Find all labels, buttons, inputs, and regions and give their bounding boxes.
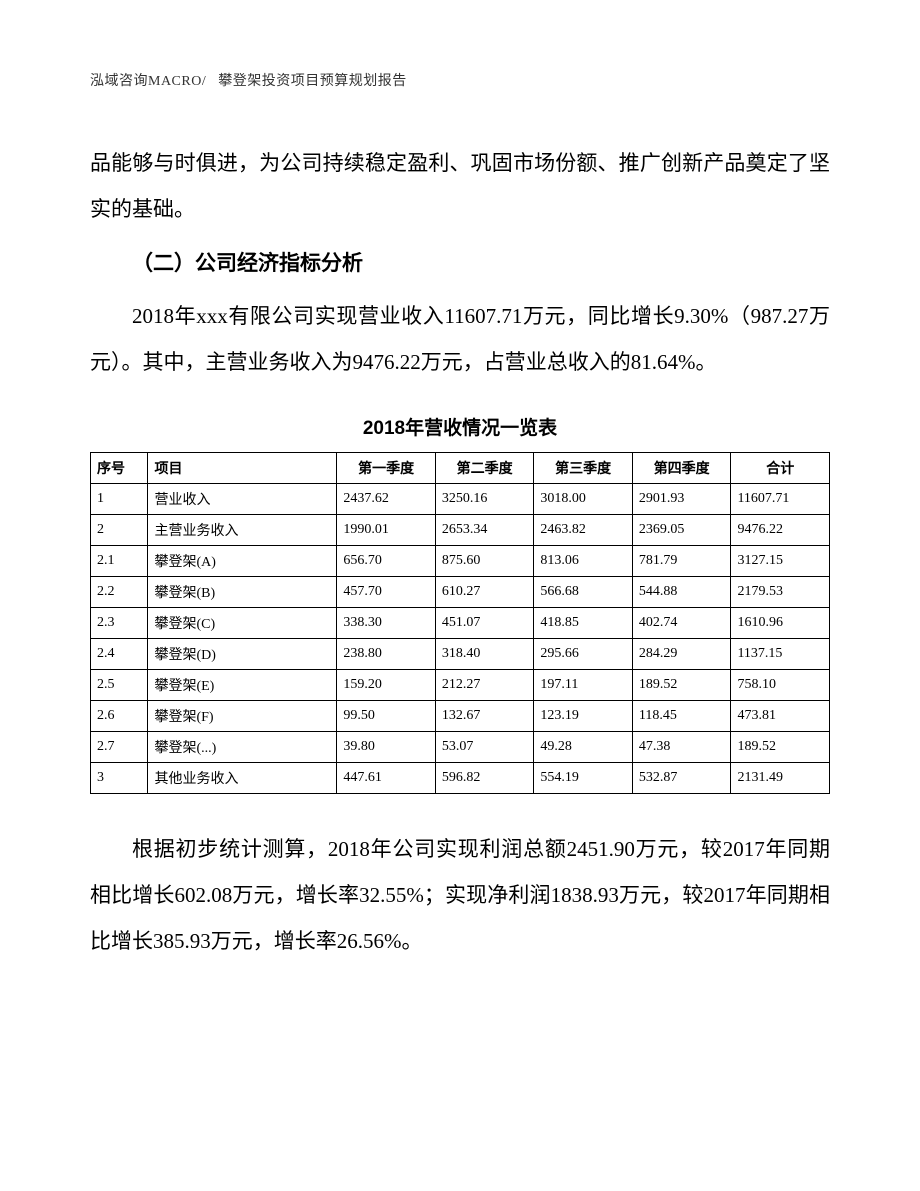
cell-q3: 554.19: [534, 762, 633, 793]
cell-q3: 295.66: [534, 638, 633, 669]
cell-q1: 457.70: [337, 576, 436, 607]
cell-item: 攀登架(F): [148, 700, 337, 731]
table-row: 2.7 攀登架(...) 39.80 53.07 49.28 47.38 189…: [91, 731, 830, 762]
cell-q4: 781.79: [632, 545, 731, 576]
table-title: 2018年营收情况一览表: [90, 413, 830, 440]
cell-q2: 132.67: [435, 700, 534, 731]
table-body: 1 营业收入 2437.62 3250.16 3018.00 2901.93 1…: [91, 483, 830, 793]
cell-item: 攀登架(C): [148, 607, 337, 638]
paragraph-1: 品能够与时俱进，为公司持续稳定盈利、巩固市场份额、推广创新产品奠定了坚实的基础。: [90, 140, 830, 232]
cell-q3: 2463.82: [534, 514, 633, 545]
cell-seq: 2.7: [91, 731, 148, 762]
col-header-q4: 第四季度: [632, 452, 731, 483]
cell-total: 1137.15: [731, 638, 830, 669]
table-row: 3 其他业务收入 447.61 596.82 554.19 532.87 213…: [91, 762, 830, 793]
cell-q2: 2653.34: [435, 514, 534, 545]
cell-seq: 3: [91, 762, 148, 793]
cell-q3: 197.11: [534, 669, 633, 700]
cell-seq: 2.6: [91, 700, 148, 731]
table-row: 2.3 攀登架(C) 338.30 451.07 418.85 402.74 1…: [91, 607, 830, 638]
cell-total: 2131.49: [731, 762, 830, 793]
cell-q3: 3018.00: [534, 483, 633, 514]
col-header-seq: 序号: [91, 452, 148, 483]
cell-q3: 813.06: [534, 545, 633, 576]
cell-item: 其他业务收入: [148, 762, 337, 793]
table-row: 2.4 攀登架(D) 238.80 318.40 295.66 284.29 1…: [91, 638, 830, 669]
revenue-table: 序号 项目 第一季度 第二季度 第三季度 第四季度 合计 1 营业收入 2437…: [90, 452, 830, 794]
cell-q1: 238.80: [337, 638, 436, 669]
table-row: 2.5 攀登架(E) 159.20 212.27 197.11 189.52 7…: [91, 669, 830, 700]
cell-q1: 447.61: [337, 762, 436, 793]
header-left: 泓域咨询MACRO/: [90, 74, 206, 89]
cell-q4: 47.38: [632, 731, 731, 762]
cell-total: 2179.53: [731, 576, 830, 607]
page-header: 泓域咨询MACRO/ 攀登架投资项目预算规划报告: [90, 70, 830, 90]
col-header-q2: 第二季度: [435, 452, 534, 483]
cell-q4: 532.87: [632, 762, 731, 793]
paragraph-3: 根据初步统计测算，2018年公司实现利润总额2451.90万元，较2017年同期…: [90, 826, 830, 965]
cell-q4: 118.45: [632, 700, 731, 731]
cell-q2: 212.27: [435, 669, 534, 700]
table-row: 2.2 攀登架(B) 457.70 610.27 566.68 544.88 2…: [91, 576, 830, 607]
cell-total: 3127.15: [731, 545, 830, 576]
cell-total: 11607.71: [731, 483, 830, 514]
cell-item: 攀登架(E): [148, 669, 337, 700]
cell-seq: 2.2: [91, 576, 148, 607]
cell-item: 攀登架(A): [148, 545, 337, 576]
cell-q1: 99.50: [337, 700, 436, 731]
cell-total: 758.10: [731, 669, 830, 700]
table-row: 2 主营业务收入 1990.01 2653.34 2463.82 2369.05…: [91, 514, 830, 545]
table-row: 2.1 攀登架(A) 656.70 875.60 813.06 781.79 3…: [91, 545, 830, 576]
cell-q1: 338.30: [337, 607, 436, 638]
cell-q4: 544.88: [632, 576, 731, 607]
cell-q2: 3250.16: [435, 483, 534, 514]
cell-q4: 402.74: [632, 607, 731, 638]
cell-q2: 318.40: [435, 638, 534, 669]
cell-seq: 2.5: [91, 669, 148, 700]
cell-q3: 123.19: [534, 700, 633, 731]
section-heading: （二）公司经济指标分析: [90, 240, 830, 286]
cell-seq: 2.3: [91, 607, 148, 638]
paragraph-2: 2018年xxx有限公司实现营业收入11607.71万元，同比增长9.30%（9…: [90, 293, 830, 385]
cell-q4: 189.52: [632, 669, 731, 700]
table-header-row: 序号 项目 第一季度 第二季度 第三季度 第四季度 合计: [91, 452, 830, 483]
table-row: 1 营业收入 2437.62 3250.16 3018.00 2901.93 1…: [91, 483, 830, 514]
cell-q4: 2369.05: [632, 514, 731, 545]
cell-seq: 1: [91, 483, 148, 514]
cell-q2: 596.82: [435, 762, 534, 793]
cell-seq: 2: [91, 514, 148, 545]
cell-q2: 53.07: [435, 731, 534, 762]
col-header-q3: 第三季度: [534, 452, 633, 483]
header-right: 攀登架投资项目预算规划报告: [218, 74, 407, 89]
cell-item: 营业收入: [148, 483, 337, 514]
col-header-total: 合计: [731, 452, 830, 483]
cell-q2: 610.27: [435, 576, 534, 607]
cell-total: 9476.22: [731, 514, 830, 545]
col-header-item: 项目: [148, 452, 337, 483]
cell-seq: 2.4: [91, 638, 148, 669]
cell-seq: 2.1: [91, 545, 148, 576]
cell-q1: 39.80: [337, 731, 436, 762]
page-container: 泓域咨询MACRO/ 攀登架投资项目预算规划报告 品能够与时俱进，为公司持续稳定…: [0, 0, 920, 1033]
cell-total: 1610.96: [731, 607, 830, 638]
cell-item: 主营业务收入: [148, 514, 337, 545]
cell-q2: 451.07: [435, 607, 534, 638]
col-header-q1: 第一季度: [337, 452, 436, 483]
cell-q1: 159.20: [337, 669, 436, 700]
cell-q4: 2901.93: [632, 483, 731, 514]
table-row: 2.6 攀登架(F) 99.50 132.67 123.19 118.45 47…: [91, 700, 830, 731]
cell-q1: 656.70: [337, 545, 436, 576]
cell-item: 攀登架(B): [148, 576, 337, 607]
cell-q1: 1990.01: [337, 514, 436, 545]
cell-q3: 566.68: [534, 576, 633, 607]
cell-total: 473.81: [731, 700, 830, 731]
cell-q3: 49.28: [534, 731, 633, 762]
cell-total: 189.52: [731, 731, 830, 762]
cell-q1: 2437.62: [337, 483, 436, 514]
cell-item: 攀登架(...): [148, 731, 337, 762]
cell-q3: 418.85: [534, 607, 633, 638]
cell-item: 攀登架(D): [148, 638, 337, 669]
cell-q4: 284.29: [632, 638, 731, 669]
cell-q2: 875.60: [435, 545, 534, 576]
